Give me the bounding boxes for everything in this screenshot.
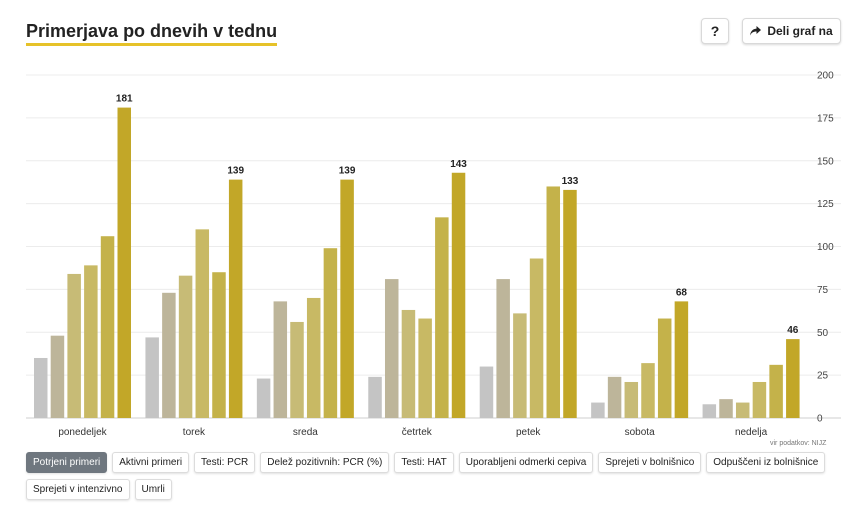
bar [195,229,210,418]
metric-tabs: Potrjeni primeri Aktivni primeri Testi: PC… [26,452,826,500]
bar [735,402,750,418]
bar [228,179,243,418]
bar [769,364,783,418]
x-tick-label: torek [183,427,206,438]
bar [50,335,65,418]
tab-uporabljeni-odmerki-cepiva[interactable]: Uporabljeni odmerki cepiva [458,452,594,473]
bar [513,313,527,418]
bar [624,381,639,418]
bar [752,381,767,418]
bar [162,292,176,418]
y-tick-label: 100 [817,242,834,253]
tab-aktivni-primeri[interactable]: Aktivni primeri [112,452,190,473]
share-button[interactable]: Deli graf na [742,18,841,44]
data-label: 46 [787,325,799,336]
bar [384,279,399,418]
bar [340,179,354,418]
bar [607,376,622,418]
x-tick-label: sobota [625,427,655,438]
y-tick-label: 175 [817,113,834,124]
bar [401,309,416,418]
y-tick-label: 150 [817,156,834,167]
bar [786,339,800,418]
bar [212,272,226,418]
bar [273,301,288,418]
share-arrow-icon [750,26,762,36]
tab-testi-hat[interactable]: Testi: HAT [394,452,454,473]
data-label: 181 [116,94,133,105]
bar [84,265,98,418]
x-tick-label: nedelja [735,427,768,438]
bar [418,318,432,418]
y-tick-label: 25 [817,371,829,382]
bar [368,376,382,418]
data-label: 133 [562,176,579,187]
data-label: 139 [339,166,356,177]
x-tick-label: sreda [293,427,318,438]
bar [479,366,494,418]
help-button[interactable]: ? [701,18,729,44]
x-tick-label: petek [516,427,541,438]
data-label: 139 [227,166,244,177]
tab-potrjeni-primeri[interactable]: Potrjeni primeri [26,452,108,473]
bar [674,301,689,418]
bar [435,217,449,418]
chart-title: Primerjava po dnevih v tednu [26,20,278,46]
y-tick-label: 0 [817,414,823,425]
bar [178,275,193,418]
data-label: 143 [450,159,467,170]
bar [496,279,510,418]
bar [719,399,733,418]
bar [256,378,271,418]
bar [323,248,338,418]
bar [117,107,131,419]
bar [34,357,48,418]
share-button-label: Deli graf na [767,24,833,38]
bar [591,402,605,418]
bar [451,172,466,418]
bar [702,404,717,418]
bar [546,186,561,418]
bar [641,363,655,418]
data-source: vir podatkov: NIJZ [770,440,827,447]
bar [306,297,321,418]
bar [290,321,304,418]
bar [529,258,544,418]
tab-testi-pcr[interactable]: Testi: PCR [194,452,256,473]
y-tick-label: 125 [817,199,834,210]
x-tick-label: četrtek [402,427,433,438]
y-tick-label: 200 [817,71,834,82]
x-tick-label: ponedeljek [58,427,107,438]
tab-odpuščeni-iz-bolnišnice[interactable]: Odpuščeni iz bolnišnice [706,452,826,473]
bar [67,273,81,418]
bar [100,236,115,418]
bar [563,189,577,418]
tab-sprejeti-v-intenzivno[interactable]: Sprejeti v intenzivno [26,479,130,500]
tab-umrli[interactable]: Umrli [134,479,172,500]
bar [145,337,159,418]
tab-delež-pozitivnih-pcr[interactable]: Delež pozitivnih: PCR (%) [260,452,390,473]
y-tick-label: 75 [817,285,829,296]
y-tick-label: 50 [817,328,829,339]
tab-sprejeti-v-bolnišnico[interactable]: Sprejeti v bolnišnico [598,452,702,473]
data-label: 68 [676,287,688,298]
bar [657,318,672,418]
